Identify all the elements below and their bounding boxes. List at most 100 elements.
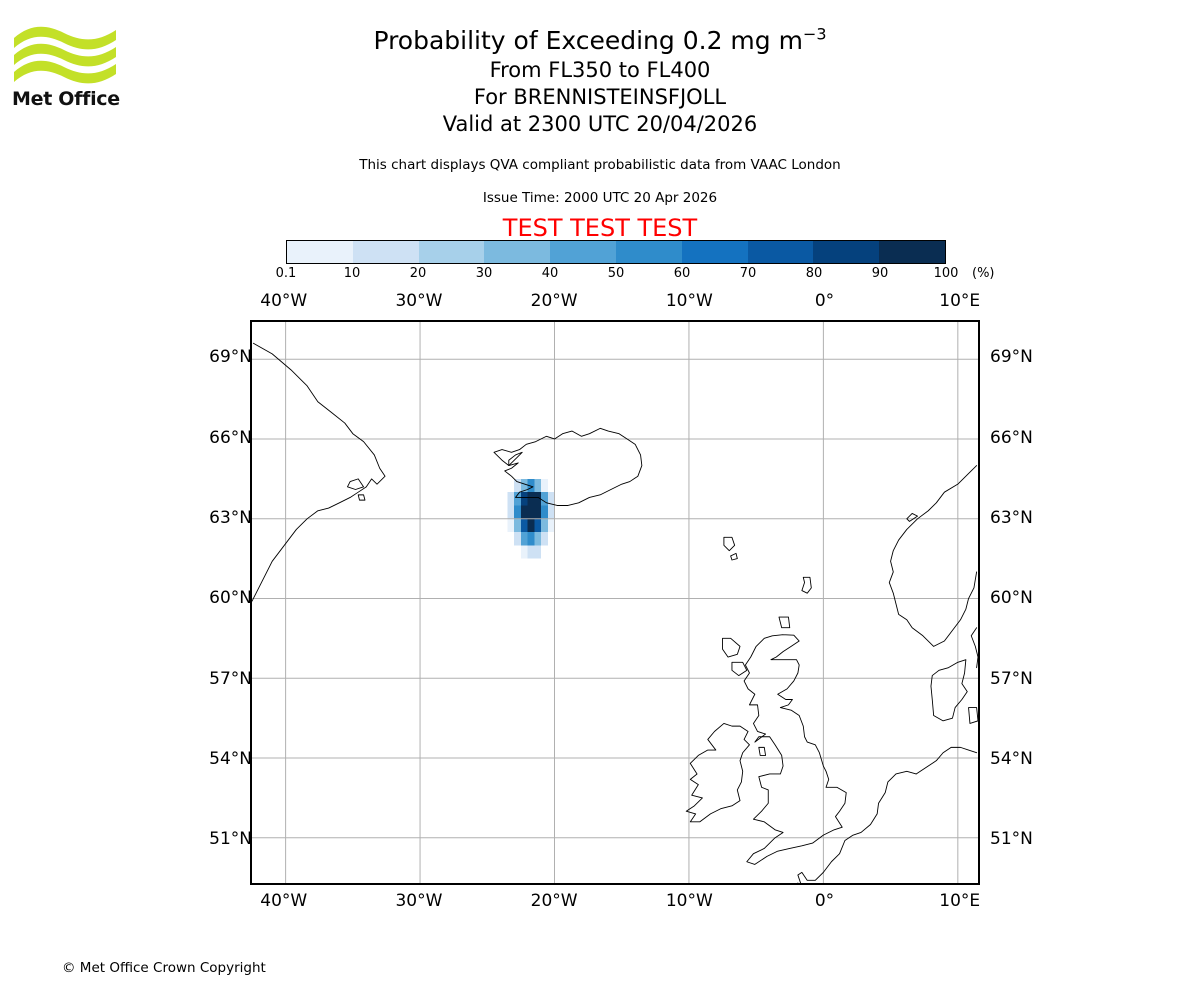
lon-label-top-0°: 0°	[814, 291, 835, 311]
coastline-isleman	[758, 746, 767, 756]
lat-label-r-51°N: 51°N	[990, 829, 1033, 850]
copyright-footer: © Met Office Crown Copyright	[62, 960, 266, 976]
colorbar-tick-100: 100	[933, 266, 959, 281]
ash-cell	[527, 478, 535, 493]
ash-cell	[534, 505, 542, 519]
lon-label-bot-20°W: 20°W	[530, 891, 578, 911]
colorbar-tick-20: 20	[409, 266, 427, 281]
lon-label-bot-40°W: 40°W	[260, 891, 308, 911]
ash-cell	[541, 492, 548, 506]
map-panel[interactable]	[250, 320, 980, 885]
colorbar-segment-4	[550, 241, 616, 263]
ash-cell	[507, 505, 515, 519]
lat-label-l-60°N: 60°N	[209, 588, 252, 609]
colorbar-unit-label: (%)	[972, 266, 995, 281]
lon-label-top-10°E: 10°E	[939, 291, 981, 311]
ash-cell	[534, 532, 542, 546]
test-watermark: TEST TEST TEST	[502, 214, 698, 242]
ash-cell	[507, 518, 515, 533]
ash-cell	[520, 532, 528, 546]
coastline-iceland_nw	[508, 451, 523, 467]
ash-cell	[514, 492, 521, 506]
lat-label-r-66°N: 66°N	[990, 427, 1033, 448]
coastline-norway	[888, 465, 978, 647]
page-title-exponent: −3	[802, 24, 827, 44]
lon-label-bot-0°: 0°	[814, 891, 835, 911]
ash-cell	[520, 545, 528, 559]
lon-label-bot-10°E: 10°E	[939, 891, 981, 911]
coastline-hebrides	[722, 637, 741, 658]
ash-cell	[520, 505, 528, 519]
colorbar-tick-70: 70	[739, 266, 757, 281]
colorbar-tick-60: 60	[673, 266, 691, 281]
ash-cell	[534, 492, 542, 506]
coastline-ireland	[685, 722, 750, 823]
colorbar-tick-50: 50	[607, 266, 625, 281]
lat-label-l-69°N: 69°N	[209, 347, 252, 368]
lat-label-r-60°N: 60°N	[990, 588, 1033, 609]
ash-cell	[527, 505, 535, 519]
ash-cell	[547, 492, 555, 506]
ash-cell	[541, 478, 548, 493]
title-volcano-name: For BRENNISTEINSFJOLL	[473, 85, 727, 109]
colorbar-segment-7	[747, 241, 814, 263]
coastline-greenland	[252, 342, 386, 602]
lon-label-bot-30°W: 30°W	[395, 891, 443, 911]
lon-label-top-40°W: 40°W	[260, 291, 308, 311]
ash-cell	[514, 478, 521, 493]
ash-cell	[547, 505, 555, 519]
lat-label-r-63°N: 63°N	[990, 508, 1033, 529]
met-office-logo-text: Met Office	[12, 88, 120, 110]
ash-cell	[520, 492, 528, 506]
chart-title-block: Probability of Exceeding 0.2 mg m−3 From…	[0, 24, 1200, 138]
map-graticule	[252, 322, 978, 883]
issue-time-text: Issue Time: 2000 UTC 20 Apr 2026	[482, 190, 718, 206]
ash-cell	[527, 492, 535, 506]
colorbar-tick-30: 30	[475, 266, 493, 281]
ash-cell	[541, 532, 548, 546]
ash-cell	[514, 505, 521, 519]
ash-cell	[541, 505, 548, 519]
lat-label-r-54°N: 54°N	[990, 749, 1033, 770]
coastline-faroe_b	[730, 552, 738, 561]
ash-cell	[534, 518, 542, 533]
ash-cell	[534, 545, 542, 559]
colorbar-tick-10: 10	[343, 266, 361, 281]
coastline-skye	[731, 661, 748, 677]
colorbar-segment-2	[418, 241, 485, 263]
lat-label-l-57°N: 57°N	[209, 668, 252, 689]
colorbar-gradient	[286, 240, 946, 264]
lon-label-top-30°W: 30°W	[395, 291, 443, 311]
coastline-sweden_south	[970, 627, 978, 669]
colorbar-tick-0.1: 0.1	[275, 266, 297, 281]
coastline-gb	[743, 634, 847, 865]
colorbar-tick-labels: 0.1 10 20 30 40 50 60 70 80 90 100	[276, 266, 959, 284]
coastline-faroe	[723, 536, 736, 552]
lon-label-top-10°W: 10°W	[665, 291, 713, 311]
page-title: Probability of Exceeding 0.2 mg m−3	[0, 24, 1200, 57]
ash-probability-layer	[507, 478, 555, 559]
attribution-text: This chart displays QVA compliant probab…	[359, 157, 841, 173]
lat-label-r-57°N: 57°N	[990, 668, 1033, 689]
lat-label-r-69°N: 69°N	[990, 347, 1033, 368]
colorbar-segment-6	[681, 241, 748, 263]
ash-cell	[520, 478, 528, 493]
ash-cell	[514, 532, 521, 546]
met-office-logo	[12, 22, 122, 114]
colorbar-segment-1	[352, 241, 419, 263]
ash-cell	[514, 518, 521, 533]
ash-cell	[547, 518, 555, 533]
coastline-greenland_fjord	[347, 478, 365, 490]
coastline-orkney	[778, 616, 791, 629]
title-valid-time: Valid at 2300 UTC 20/04/2026	[442, 112, 758, 136]
coastline-nl_be_fr	[797, 770, 917, 883]
coastline-greenland_isle	[357, 494, 366, 501]
coastline-shetland	[801, 576, 812, 594]
coastline-germany_coast	[915, 746, 978, 775]
coastline-norway_isles	[906, 512, 918, 522]
lon-label-top-20°W: 20°W	[530, 291, 578, 311]
colorbar-segment-9	[879, 241, 945, 263]
colorbar-tick-40: 40	[541, 266, 559, 281]
colorbar	[286, 240, 946, 264]
ash-cell	[534, 478, 542, 493]
